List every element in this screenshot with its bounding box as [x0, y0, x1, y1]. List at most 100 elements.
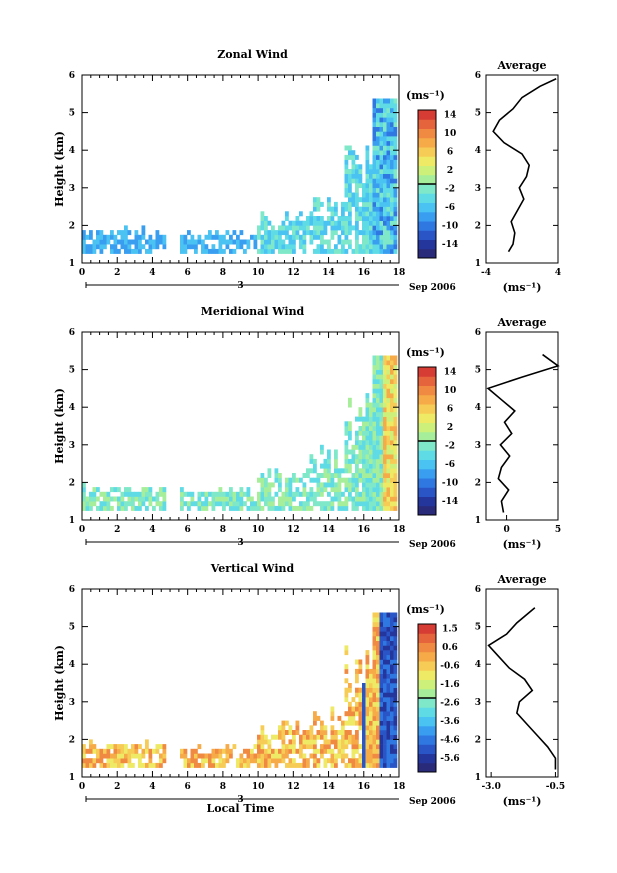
heatmap-cell — [383, 631, 387, 637]
heatmap-cell — [124, 230, 128, 236]
heatmap-cell — [134, 230, 139, 236]
heatmap-cell — [355, 187, 359, 193]
heatmap-cell — [390, 762, 394, 768]
heatmap-cell — [376, 164, 380, 170]
heatmap-cell — [138, 234, 142, 240]
heatmap-cell — [386, 715, 391, 721]
heatmap-cell — [106, 501, 111, 507]
heatmap-cell — [393, 621, 398, 627]
heatmap-cell — [355, 762, 359, 768]
heatmap-cell — [92, 491, 97, 497]
colorbar-swatch — [418, 496, 436, 507]
heatmap-cell — [138, 501, 142, 507]
heatmap-cell — [386, 117, 391, 123]
heatmap-cell — [386, 621, 391, 627]
heatmap-cell — [348, 758, 352, 764]
heatmap-cell — [372, 687, 377, 693]
heatmap-cell — [348, 715, 352, 721]
heatmap-cell — [208, 753, 212, 759]
colorbar-swatch — [418, 422, 436, 433]
heatmap-cell — [327, 206, 331, 212]
heatmap-cell — [362, 701, 366, 707]
heatmap-cell — [379, 753, 384, 759]
heatmap-cell — [113, 744, 118, 750]
heatmap-cell — [372, 374, 377, 380]
heatmap-cell — [390, 739, 394, 745]
heatmap-cell — [197, 501, 202, 507]
heatmap-cell — [316, 482, 321, 488]
heatmap-cell — [376, 206, 380, 212]
heatmap-cell — [383, 369, 387, 375]
heatmap-cell — [376, 397, 380, 403]
heatmap-cell — [393, 468, 398, 474]
heatmap-cell — [348, 150, 352, 156]
heatmap-cell — [386, 477, 391, 483]
heatmap-cell — [379, 678, 384, 684]
heatmap-cell — [341, 468, 345, 474]
heatmap-cell — [372, 216, 377, 221]
heatmap-cell — [383, 197, 387, 203]
heatmap-cell — [393, 701, 398, 707]
heatmap-cell — [369, 491, 373, 497]
heatmap-cell — [330, 487, 335, 493]
heatmap-cell — [152, 505, 156, 511]
heatmap-cell — [372, 491, 377, 497]
heatmap-cell — [362, 220, 366, 226]
heatmap-cell — [365, 505, 370, 511]
heatmap-cell — [159, 491, 163, 497]
heatmap-cell — [369, 739, 373, 745]
heatmap-cell — [355, 748, 359, 754]
heatmap-cell — [124, 234, 128, 240]
heatmap-cell — [379, 248, 384, 254]
colorbar-swatch — [418, 478, 436, 488]
heatmap-cell — [383, 748, 387, 754]
heatmap-cell — [85, 234, 90, 240]
heatmap-cell — [379, 220, 384, 226]
heatmap-cell — [390, 706, 394, 712]
heatmap-cell — [390, 397, 394, 403]
heatmap-cell — [302, 220, 307, 226]
heatmap-cell — [376, 664, 380, 670]
heatmap-cell — [334, 730, 338, 735]
heatmap-cell — [295, 720, 300, 726]
heatmap-cell — [334, 487, 338, 493]
heatmap-cell — [141, 234, 146, 240]
heatmap-cell — [313, 463, 317, 469]
heatmap-cell — [393, 645, 398, 651]
heatmap-cell — [327, 758, 331, 764]
heatmap-cell — [232, 744, 237, 750]
heatmap-cell — [134, 248, 139, 254]
heatmap-cell — [330, 248, 335, 254]
heatmap-cell — [358, 216, 363, 221]
heatmap-cell — [358, 753, 363, 759]
heatmap-cell — [376, 159, 380, 165]
heatmap-cell — [302, 505, 307, 511]
heatmap-cell — [260, 211, 265, 217]
colorbar-swatch — [418, 128, 436, 139]
heatmap-cell — [369, 183, 373, 189]
heatmap-cell — [208, 501, 212, 507]
heatmap-cell — [355, 458, 359, 464]
colorbar-tick-label: -4.6 — [440, 736, 459, 746]
heatmap-cell — [379, 402, 384, 408]
heatmap-cell — [369, 244, 373, 250]
heatmap-cell — [379, 150, 384, 156]
heatmap-cell — [365, 206, 370, 212]
y-tick-label: 4 — [69, 660, 75, 670]
heatmap-cell — [344, 444, 349, 450]
heatmap-cell — [180, 505, 184, 511]
heatmap-cell — [383, 379, 387, 384]
heatmap-cell — [201, 248, 205, 254]
heatmap-cell — [376, 117, 380, 123]
heatmap-cell — [379, 430, 384, 436]
average-y-tick-label: 4 — [475, 146, 481, 156]
heatmap-cell — [369, 725, 373, 731]
heatmap-cell — [222, 748, 226, 754]
heatmap-cell — [390, 673, 394, 679]
heatmap-cell — [348, 426, 352, 431]
heatmap-cell — [138, 248, 142, 254]
heatmap-cell — [369, 430, 373, 436]
heatmap-cell — [239, 244, 244, 250]
heatmap-cell — [113, 234, 118, 240]
heatmap-cell — [271, 758, 275, 764]
